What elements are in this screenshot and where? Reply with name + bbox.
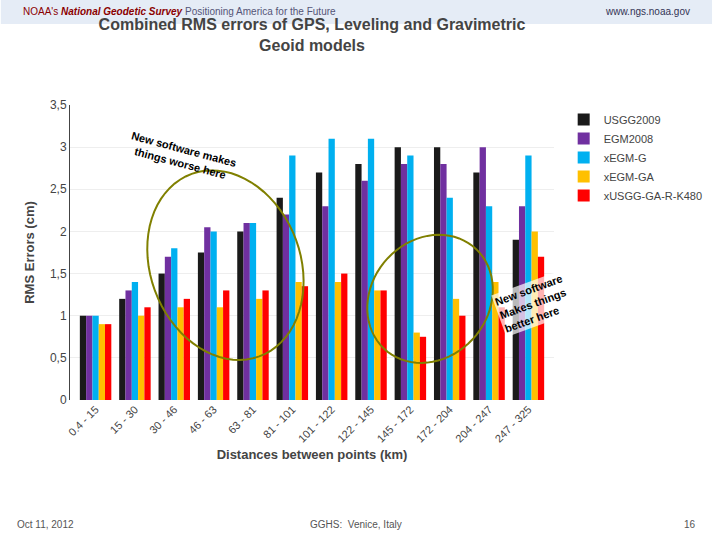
svg-text:63 - 81: 63 - 81 (226, 403, 259, 436)
svg-text:2: 2 (60, 225, 67, 239)
svg-text:145 - 172: 145 - 172 (374, 403, 415, 444)
svg-text:1,5: 1,5 (50, 267, 67, 281)
svg-text:2,5: 2,5 (50, 182, 67, 196)
svg-text:0.4 - 15: 0.4 - 15 (66, 403, 101, 438)
svg-text:16: 16 (684, 519, 696, 530)
svg-text:New softwareMakes thingsbetter: New softwareMakes thingsbetter here (493, 272, 574, 334)
svg-text:122 - 145: 122 - 145 (335, 403, 376, 444)
svg-text:30 - 46: 30 - 46 (147, 403, 180, 436)
svg-text:81 - 101: 81 - 101 (261, 403, 298, 440)
svg-text:204 - 247: 204 - 247 (453, 403, 494, 444)
svg-text:www.ngs.noaa.gov: www.ngs.noaa.gov (605, 6, 690, 17)
svg-text:Oct 11, 2012: Oct 11, 2012 (17, 519, 74, 530)
svg-text:Distances between points (km): Distances between points (km) (217, 447, 408, 462)
svg-text:46 - 63: 46 - 63 (186, 403, 219, 436)
svg-text:3,5: 3,5 (50, 98, 67, 112)
svg-text:Combined RMS errors of GPS, Le: Combined RMS errors of GPS, Leveling and… (99, 16, 526, 54)
svg-text:GGHS: Venice, Italy: GGHS: Venice, Italy (310, 519, 402, 530)
svg-text:USGG2009: USGG2009 (604, 114, 661, 126)
svg-text:xEGM-GA: xEGM-GA (604, 171, 655, 183)
svg-text:EGM2008: EGM2008 (604, 133, 654, 145)
svg-text:172 - 204: 172 - 204 (414, 403, 455, 444)
svg-text:xUSGG-GA-R-K480: xUSGG-GA-R-K480 (604, 190, 702, 202)
svg-text:New software makesthings worse: New software makesthings worse here (126, 129, 237, 182)
svg-text:1: 1 (60, 309, 67, 323)
svg-text:3: 3 (60, 140, 67, 154)
svg-text:RMS Errors (cm): RMS Errors (cm) (22, 201, 37, 304)
svg-text:247 - 325: 247 - 325 (492, 403, 533, 444)
svg-text:15 - 30: 15 - 30 (108, 403, 141, 436)
svg-text:NOAA's National Geodetic Surve: NOAA's National Geodetic Survey Position… (23, 6, 336, 17)
svg-text:101 - 122: 101 - 122 (296, 403, 337, 444)
svg-text:0: 0 (60, 393, 67, 407)
svg-text:xEGM-G: xEGM-G (604, 152, 647, 164)
svg-text:0,5: 0,5 (50, 351, 67, 365)
